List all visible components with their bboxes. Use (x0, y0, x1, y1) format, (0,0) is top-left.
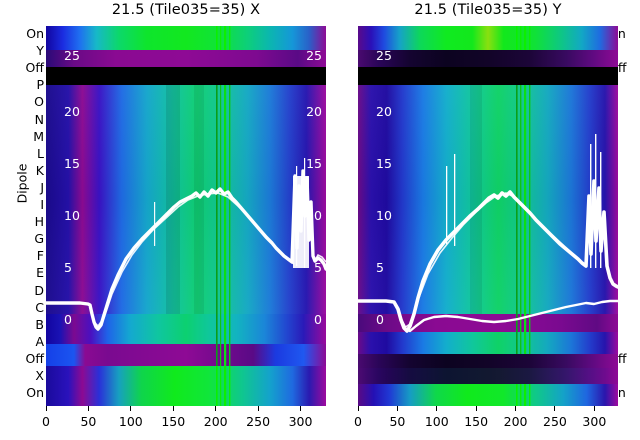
xtick-right-200: 200 (496, 406, 536, 429)
overlay-trace-y (358, 134, 618, 333)
category-tick-left-b-17: B (35, 316, 44, 332)
xtick-right-mark-300 (593, 406, 595, 411)
xtick-left-mark-0 (45, 406, 47, 411)
xtick-left-label-100: 100 (118, 414, 143, 429)
category-tick-left-o-4: O (34, 94, 44, 110)
panel-title-right: 21.5 (Tile035=35) Y (414, 2, 562, 18)
category-tick-left-off-2: Off (25, 60, 44, 76)
category-tick-left-e-14: E (36, 265, 44, 281)
xtick-right-label-100: 100 (424, 414, 449, 429)
xtick-right-150: 150 (456, 406, 496, 429)
green-stripe-group (516, 26, 531, 406)
heatmap-panel-y[interactable]: 25 20 15 10 5 0 (358, 26, 618, 406)
xtick-right-300: 300 (574, 406, 614, 429)
xtick-right-mark-250 (554, 406, 556, 411)
xtick-right-250: 250 (535, 406, 575, 429)
category-tick-left-y-1: Y (36, 43, 44, 59)
category-tick-left-p-3: P (36, 77, 44, 93)
xtick-left-250: 250 (238, 406, 278, 429)
category-tick-left-g-12: G (34, 231, 44, 247)
xtick-right-mark-50 (396, 406, 398, 411)
xtick-left-label-250: 250 (246, 414, 271, 429)
category-tick-left-on-0: On (26, 26, 44, 41)
category-tick-left-n-5: N (34, 111, 44, 127)
xtick-right-0: 0 (338, 406, 378, 429)
heatmap-panel-x[interactable]: 25 20 15 10 5 0 25 20 15 10 5 0 (46, 26, 326, 406)
category-tick-left-f-13: F (36, 248, 44, 264)
x-axis-right: 0 50 100 150 200 250 300 (354, 406, 618, 440)
xtick-right-label-50: 50 (389, 414, 406, 429)
xtick-right-100: 100 (417, 406, 457, 429)
category-tick-left-j-9: J (40, 179, 44, 195)
xtick-left-50: 50 (68, 406, 108, 429)
xtick-left-300: 300 (281, 406, 321, 429)
xtick-left-label-200: 200 (203, 414, 228, 429)
xtick-left-mark-300 (300, 406, 302, 411)
heatmap-image-y (358, 26, 618, 406)
category-tick-left-on-21: On (26, 385, 44, 401)
xtick-left-mark-250 (257, 406, 259, 411)
overlay-trace-x (46, 158, 326, 331)
category-tick-left-m-6: M (33, 128, 44, 144)
category-tick-left-i-10: I (40, 197, 44, 212)
xtick-left-mark-150 (172, 406, 174, 411)
heatmap-image-x (46, 26, 326, 406)
xtick-left-mark-200 (215, 406, 217, 411)
category-tick-left-off-19: Off (25, 350, 44, 366)
xtick-left-label-300: 300 (288, 414, 313, 429)
xtick-left-mark-50 (87, 406, 89, 411)
xtick-left-200: 200 (196, 406, 236, 429)
category-tick-left-k-8: K (35, 162, 44, 178)
category-tick-left-l-7: L (37, 145, 44, 161)
xtick-left-label-150: 150 (161, 414, 186, 429)
category-tick-left-d-15: D (34, 282, 44, 298)
category-tick-left-c-16: C (35, 299, 44, 315)
xtick-right-mark-100 (436, 406, 438, 411)
panel-title-left: 21.5 (Tile035=35) X (111, 2, 261, 18)
xtick-right-mark-200 (515, 406, 517, 411)
category-tick-left-a-18: A (35, 333, 44, 349)
xtick-right-label-250: 250 (543, 414, 567, 429)
xtick-left-100: 100 (111, 406, 151, 429)
green-stripe-group (216, 26, 231, 406)
x-axis-left: 0 50 100 150 200 250 300 (42, 406, 326, 440)
xtick-left-150: 150 (153, 406, 193, 429)
xtick-left-mark-100 (130, 406, 132, 411)
xtick-right-label-150: 150 (464, 414, 489, 429)
xtick-right-label-0: 0 (354, 414, 362, 429)
xtick-left-label-50: 50 (80, 414, 97, 429)
xtick-right-label-200: 200 (503, 414, 528, 429)
xtick-left-label-0: 0 (42, 414, 50, 429)
category-tick-left-h-11: H (34, 214, 44, 230)
xtick-right-50: 50 (377, 406, 417, 429)
xtick-right-mark-0 (357, 406, 359, 411)
xtick-left-0: 0 (26, 406, 66, 429)
xtick-right-mark-150 (475, 406, 477, 411)
category-ticks-left: On Y Off P O N M L K J I H G F E D C B A Off X On (14, 26, 44, 406)
xtick-right-label-300: 300 (582, 414, 607, 429)
category-tick-left-x-20: X (35, 368, 44, 383)
